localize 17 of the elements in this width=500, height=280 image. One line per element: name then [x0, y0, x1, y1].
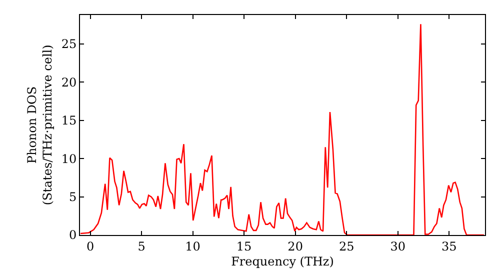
y-tick-label: 5: [68, 190, 77, 204]
x-tick-label: 35: [441, 239, 457, 254]
x-tick-label: 25: [338, 239, 354, 254]
y-tick-label: 0: [68, 228, 77, 242]
y-tick-label: 20: [61, 75, 77, 90]
y-axis-title: Phonon DOS (States/THz·primitive cell): [25, 44, 55, 206]
x-tick-label: 0: [86, 239, 94, 254]
x-tick-label: 30: [390, 239, 406, 254]
x-tick-label: 5: [138, 239, 146, 254]
x-tick-label: 10: [185, 239, 200, 254]
x-tick-label: 20: [288, 239, 303, 254]
y-tick-label: 25: [61, 37, 77, 52]
y-tick-label: 10: [61, 152, 77, 166]
y-tick-label: 15: [61, 114, 77, 128]
x-tick-label: 15: [236, 239, 252, 254]
x-axis-title: Frequency (THz): [231, 254, 334, 268]
line-series: [80, 24, 485, 235]
